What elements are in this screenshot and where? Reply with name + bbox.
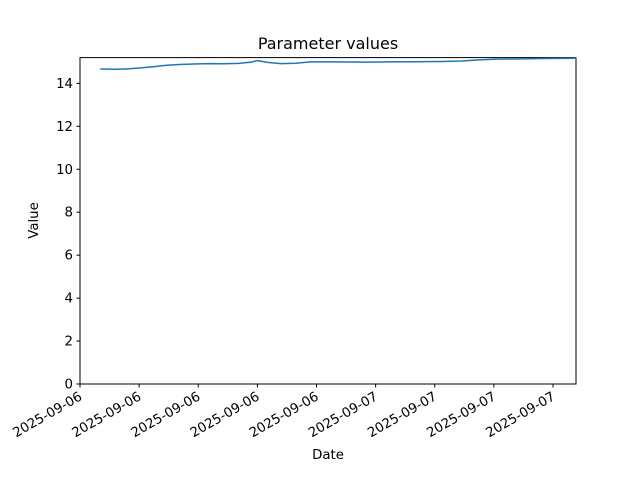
y-tick-label: 0 [65, 378, 73, 393]
y-tick-label: 8 [65, 206, 73, 221]
x-axis-label: Date [312, 448, 344, 463]
chart-title: Parameter values [258, 34, 398, 53]
y-tick-label: 2 [65, 335, 73, 350]
x-axis-ticks: 2025-09-062025-09-062025-09-062025-09-06… [11, 384, 558, 441]
y-tick-label: 12 [56, 120, 73, 135]
y-tick-label: 6 [65, 249, 73, 264]
y-tick-label: 4 [65, 292, 73, 307]
y-axis-ticks: 0 2 4 6 8 10 12 14 [56, 77, 80, 393]
data-line-series [100, 57, 577, 70]
plot-area-border [79, 57, 577, 385]
y-tick-label: 14 [56, 77, 73, 92]
y-axis-label: Value [27, 202, 42, 239]
y-tick-label: 10 [56, 163, 73, 178]
